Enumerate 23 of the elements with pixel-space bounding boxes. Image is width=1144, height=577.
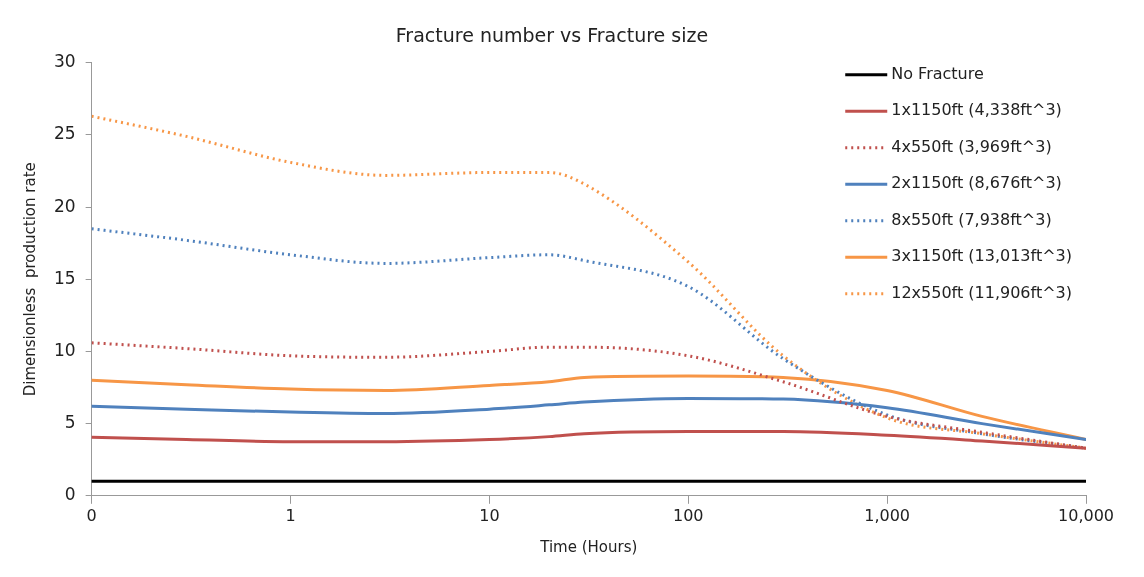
x-axis-title: Time (Hours) — [539, 537, 638, 556]
legend-label: 2x1150ft (8,676ft^3) — [891, 173, 1062, 193]
y-tick-label: 20 — [53, 195, 76, 216]
x-tick-label: 1,000 — [864, 505, 911, 525]
chart-title: Fracture number vs Fracture size — [395, 24, 709, 47]
legend-label: 3x1150ft (13,013ft^3) — [891, 246, 1073, 266]
y-tick-label: 30 — [53, 51, 76, 72]
legend-label: 4x550ft (3,969ft^3) — [891, 136, 1052, 156]
y-tick-label: 0 — [64, 484, 76, 505]
legend-label: 1x1150ft (4,338ft^3) — [891, 100, 1062, 120]
x-tick-label: 10 — [479, 505, 500, 525]
x-tick-label: 100 — [672, 505, 704, 525]
legend-label: 8x550ft (7,938ft^3) — [891, 209, 1052, 229]
y-tick-label: 10 — [53, 339, 76, 360]
y-tick-label: 5 — [64, 412, 76, 433]
x-tick-label: 0 — [86, 505, 97, 525]
x-tick-label: 1 — [285, 505, 296, 525]
legend-label: No Fracture — [891, 63, 984, 83]
y-axis-title: Dimensionless production rate — [20, 162, 39, 397]
legend-label: 12x550ft (11,906ft^3) — [891, 282, 1073, 302]
y-tick-label: 15 — [53, 267, 76, 288]
x-tick-label: 10,000 — [1058, 505, 1114, 525]
y-tick-label: 25 — [53, 123, 76, 144]
